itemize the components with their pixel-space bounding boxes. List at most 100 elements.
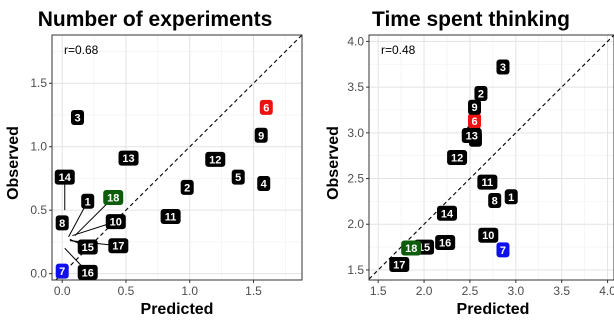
point-label-text: 9 [471, 102, 477, 114]
point-label-6: 6 [468, 113, 482, 129]
y-tick-label: 2.5 [347, 172, 364, 186]
point-label-text: 9 [258, 130, 264, 142]
point-label-text: 18 [107, 192, 119, 204]
point-label-14: 14 [54, 169, 75, 185]
y-axis-title: Observed [325, 126, 342, 200]
point-label-box [474, 86, 488, 102]
point-label-box [478, 227, 499, 243]
point-label-text: 15 [82, 242, 94, 254]
point-label-box [205, 151, 226, 167]
point-label-text: 7 [59, 266, 65, 278]
point-label-box [496, 242, 510, 258]
point-label-text: 13 [122, 153, 134, 165]
point-label-18: 18 [103, 189, 124, 205]
panel-title: Number of experiments [38, 8, 273, 31]
x-axis-title: Predicted [141, 301, 214, 318]
panel-number-of-experiments: Number of experiments 0.0 0.5 1.0 1.5 0.0 0.5… [5, 8, 303, 318]
correlation-label: r=0.68 [64, 43, 99, 57]
y-tick-label: 1.5 [347, 263, 364, 277]
point-label-3: 3 [71, 110, 85, 126]
point-label-14: 14 [436, 205, 457, 221]
y-tick-label: 1.0 [30, 140, 47, 154]
point-label-box [488, 192, 502, 208]
point-label-box [435, 235, 456, 251]
point-label-box [71, 110, 85, 126]
point-label-16: 16 [77, 264, 98, 280]
point-label-box [77, 264, 98, 280]
point-label-box [477, 174, 498, 190]
point-label-box [160, 209, 181, 225]
point-label-2: 2 [180, 179, 194, 195]
point-label-box [257, 176, 271, 192]
point-label-12: 12 [447, 150, 468, 165]
point-label-box [118, 150, 139, 166]
point-label-box [81, 193, 95, 209]
y-tick-label: 3.5 [347, 80, 364, 94]
x-tick-label: 1.5 [370, 284, 387, 298]
point-label-16: 16 [435, 235, 456, 251]
point-label-box [103, 189, 124, 205]
point-label-box [105, 214, 126, 230]
point-label-box [77, 239, 98, 255]
point-label-box [447, 150, 468, 165]
x-axis-title: Predicted [457, 301, 530, 318]
point-label-17: 17 [389, 256, 410, 272]
point-label-text: 16 [82, 267, 94, 279]
x-tick-label: 4.0 [599, 284, 614, 298]
point-label-box [401, 240, 422, 256]
point-label-text: 5 [235, 172, 241, 184]
point-label-box [389, 256, 410, 272]
point-label-text: 3 [500, 62, 506, 74]
point-label-12: 12 [205, 151, 226, 167]
point-label-box [468, 113, 482, 129]
point-label-text: 8 [492, 195, 498, 207]
point-label-text: 12 [209, 154, 221, 166]
x-tick-label: 0.5 [118, 284, 135, 298]
point-label-text: 14 [59, 172, 72, 184]
point-label-text: 7 [500, 245, 506, 257]
point-label-3: 3 [496, 59, 510, 75]
point-label-box [504, 189, 518, 205]
point-label-1: 1 [504, 189, 518, 205]
point-label-13: 13 [118, 150, 139, 166]
point-label-text: 11 [482, 177, 494, 189]
point-label-box [108, 238, 129, 254]
point-label-2: 2 [474, 86, 488, 102]
point-label-text: 8 [59, 218, 65, 230]
point-label-17: 17 [108, 238, 129, 254]
point-label-7: 7 [55, 263, 69, 279]
point-label-text: 1 [508, 192, 514, 204]
point-label-box [55, 215, 69, 231]
x-tick-label: 1.0 [181, 284, 198, 298]
point-label-box [54, 169, 75, 185]
point-label-15: 15 [77, 239, 98, 255]
point-label-text: 18 [405, 243, 417, 255]
panel-title: Time spent thinking [372, 8, 570, 31]
point-label-5: 5 [231, 169, 245, 185]
point-label-text: 16 [439, 238, 451, 250]
point-label-6: 6 [259, 99, 273, 115]
y-tick-label: 2.0 [347, 217, 364, 231]
point-label-box [436, 205, 457, 221]
point-label-box [496, 59, 510, 75]
identity-line [368, 34, 614, 280]
y-tick-label: 4.0 [347, 34, 364, 48]
y-tick-label: 3.0 [347, 126, 364, 140]
point-label-box [259, 99, 273, 115]
point-label-text: 17 [112, 241, 124, 253]
point-label-text: 14 [441, 208, 454, 220]
point-label-text: 3 [74, 113, 80, 125]
x-tick-label: 1.5 [245, 284, 262, 298]
point-label-9: 9 [468, 99, 482, 115]
x-tick-label: 2.0 [416, 284, 433, 298]
point-label-text: 4 [261, 179, 268, 191]
point-label-7: 7 [496, 242, 510, 258]
point-label-text: 10 [110, 217, 122, 229]
point-label-text: 1 [85, 196, 91, 208]
point-label-11: 11 [160, 209, 181, 225]
point-label-13: 13 [461, 128, 482, 144]
point-label-18: 18 [401, 240, 422, 256]
x-tick-label: 3.5 [553, 284, 570, 298]
